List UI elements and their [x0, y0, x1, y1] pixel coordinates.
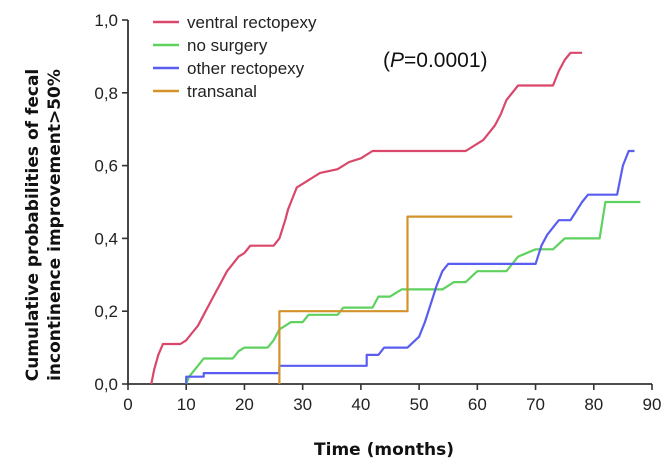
- y-ticks: 0,0 0,2 0,4 0,6 0,8 1,0: [94, 11, 128, 394]
- y-axis-title-line-1: Cumulative probabilities of fecal: [23, 69, 43, 382]
- legend-label: no surgery: [187, 36, 268, 55]
- legend-label: ventral rectopexy: [187, 13, 317, 32]
- series-line-1: [150, 51, 583, 385]
- series-line-2: [185, 200, 641, 385]
- y-tick-label: 0,2: [94, 302, 118, 321]
- series-line-3: [185, 149, 635, 384]
- x-tick-label: 60: [468, 395, 487, 414]
- legend-label: transanal: [187, 82, 257, 101]
- x-ticks: 0 10 20 30 40 50 60 70 80 90: [123, 384, 661, 414]
- y-tick-label: 0,6: [94, 157, 118, 176]
- x-tick-label: 70: [526, 395, 545, 414]
- y-tick-label: 0,4: [94, 229, 118, 248]
- x-axis-title: Time (months): [314, 440, 454, 460]
- x-tick-label: 90: [643, 395, 662, 414]
- y-tick-label: 0,0: [94, 375, 118, 394]
- p-value-rest: =0.0001): [404, 49, 488, 72]
- p-value-annotation: (P=0.0001): [383, 49, 488, 72]
- legend-label: other rectopexy: [187, 59, 305, 78]
- p-value-open: (: [383, 49, 390, 72]
- series-layer: [150, 51, 641, 385]
- x-tick-label: 20: [235, 395, 254, 414]
- axes: [127, 20, 652, 385]
- y-axis-title: Cumulative probabilities of fecal incont…: [23, 69, 65, 382]
- x-tick-label: 80: [584, 395, 603, 414]
- x-tick-label: 0: [123, 395, 132, 414]
- y-tick-label: 0,8: [94, 84, 118, 103]
- x-tick-label: 10: [177, 395, 196, 414]
- x-tick-label: 40: [351, 395, 370, 414]
- x-tick-label: 50: [410, 395, 429, 414]
- y-tick-label: 1,0: [94, 11, 118, 30]
- legend: ventral rectopexy no surgery other rectope…: [153, 13, 317, 101]
- y-axis-title-line-2: incontinence improvement>50%: [45, 69, 65, 381]
- x-tick-label: 30: [293, 395, 312, 414]
- series-line-4: [278, 215, 513, 384]
- p-value-italic: P: [390, 49, 404, 72]
